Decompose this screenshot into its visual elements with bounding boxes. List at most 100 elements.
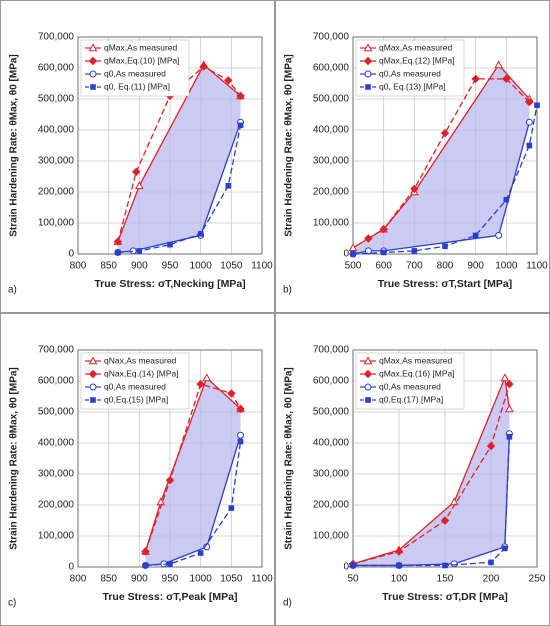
legend-marker: [90, 84, 96, 90]
y-tick-label: 200,000: [313, 187, 350, 198]
x-tick-label: 200: [483, 574, 500, 585]
y-tick-label: 600,000: [38, 63, 75, 74]
marker: [141, 547, 150, 556]
marker: [199, 62, 208, 71]
marker: [502, 74, 511, 84]
marker: [472, 232, 479, 239]
marker: [525, 97, 534, 107]
marker: [525, 118, 533, 126]
x-tick-label: 250: [529, 574, 546, 585]
y-tick-label: 400,000: [313, 438, 350, 449]
y-tick-label: 500,000: [38, 407, 75, 418]
marker: [237, 122, 244, 129]
legend-label: qMax,As measured: [379, 355, 452, 365]
marker: [380, 249, 387, 256]
marker: [236, 91, 245, 101]
legend-marker: [88, 43, 98, 52]
x-tick-label: 1000: [495, 261, 518, 272]
series-line: [117, 122, 242, 254]
series-line: [352, 105, 538, 255]
y-tick-label: 700,000: [38, 32, 75, 43]
x-axis-label: True Stress: σT,Start [MPa]: [378, 278, 512, 290]
x-tick-label: 950: [162, 261, 179, 272]
marker: [494, 60, 504, 69]
marker: [237, 438, 244, 445]
y-tick-label: 400,000: [313, 125, 350, 136]
shaded-area: [353, 377, 510, 566]
marker: [505, 404, 514, 413]
shaded-area: [145, 377, 241, 566]
x-tick-label: 150: [437, 574, 454, 585]
marker: [142, 562, 149, 569]
legend-marker: [88, 356, 98, 365]
legend-label: qNax,Eq.(14) [MPa]: [104, 368, 179, 378]
legend-label: q0, Eq.(13) [MPa]: [379, 81, 446, 91]
plot-frame: [77, 349, 263, 568]
marker: [450, 560, 458, 568]
marker: [396, 562, 402, 569]
y-tick-label: 300,000: [313, 156, 350, 167]
marker: [442, 243, 448, 250]
marker: [505, 379, 514, 389]
y-axis-label: Strain Hardening Rate: θMax, θ0 [MPa]: [9, 367, 20, 550]
x-tick-label: 50: [347, 574, 359, 585]
marker: [197, 550, 204, 556]
legend-marker: [89, 383, 97, 391]
y-tick-label: 0: [343, 562, 349, 573]
y-tick-label: 300,000: [313, 469, 350, 480]
marker: [225, 183, 232, 189]
shaded-area: [353, 64, 530, 255]
y-tick-label: 600,000: [313, 376, 350, 387]
marker: [197, 231, 204, 237]
y-tick-label: 500,000: [313, 407, 350, 418]
marker: [227, 389, 236, 398]
y-tick-label: 100,000: [313, 218, 350, 229]
series-line: [117, 63, 241, 242]
legend-marker: [363, 356, 373, 365]
marker: [115, 249, 121, 256]
marker: [350, 251, 356, 257]
legend-label: q0,Eq.(15) [MPa]: [104, 394, 168, 404]
marker: [471, 74, 480, 84]
legend-label: qNax,As measured: [104, 355, 177, 365]
legend-label: q0,As measured: [104, 68, 166, 78]
y-tick-label: 100,000: [313, 531, 350, 542]
marker: [503, 196, 510, 203]
legend-marker: [89, 70, 97, 78]
y-tick-label: 400,000: [38, 438, 75, 449]
panel-label: a): [8, 285, 17, 296]
y-tick-label: 600,000: [313, 63, 350, 74]
marker: [394, 547, 404, 556]
marker: [196, 379, 205, 389]
y-axis-label: Strain Hardening Rate: θMax, θ0 [MPa]: [284, 367, 295, 550]
legend-marker: [363, 43, 373, 52]
y-tick-label: 600,000: [38, 376, 75, 387]
marker: [500, 373, 510, 382]
series-line: [353, 436, 511, 567]
x-tick-label: 950: [162, 574, 179, 585]
x-tick-label: 900: [131, 261, 148, 272]
marker: [167, 561, 173, 567]
panel-label: c): [8, 598, 16, 609]
x-tick-label: 100: [391, 574, 408, 585]
legend-label: qMax,As measured: [104, 42, 177, 52]
legend-label: qMax,Eq.(12) [MPa]: [379, 55, 455, 65]
x-tick-label: 1000: [190, 574, 213, 585]
legend-label: qMax,Eq.(16) [MPa]: [379, 368, 455, 378]
x-tick-label: 1100: [251, 261, 273, 272]
legend-label: q0,As measured: [104, 381, 166, 391]
y-tick-label: 700,000: [313, 32, 350, 43]
legend-marker: [364, 70, 372, 78]
y-tick-label: 700,000: [38, 345, 75, 356]
y-tick-label: 200,000: [38, 187, 75, 198]
panel-border: [0, 0, 275, 313]
legend-label: q0,As measured: [379, 68, 441, 78]
x-tick-label: 500: [345, 261, 362, 272]
y-tick-label: 0: [343, 249, 349, 260]
marker: [113, 237, 123, 246]
x-tick-label: 1050: [220, 574, 243, 585]
x-tick-label: 600: [375, 261, 392, 272]
x-tick-label: 800: [437, 261, 454, 272]
legend-label: qMax,As measured: [379, 42, 452, 52]
